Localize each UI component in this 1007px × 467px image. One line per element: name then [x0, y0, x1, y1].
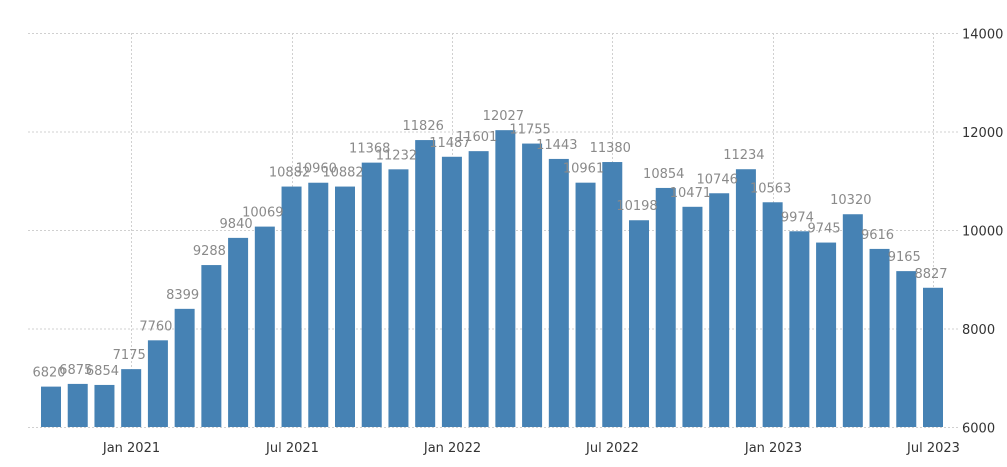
bar-jan-2021 [121, 369, 142, 427]
data-label: 10471 [670, 186, 711, 201]
data-label: 8827 [914, 267, 947, 282]
bar-oct-2020 [41, 386, 61, 427]
axes: 6000 8000 10000 12000 14000 Jan 2021 Jul 2021 J… [102, 28, 1003, 457]
data-label: 10960 [296, 162, 337, 177]
bar-mar-2023 [816, 242, 837, 427]
bar-dec-2021 [415, 140, 436, 427]
data-label: 10961 [563, 162, 604, 177]
data-label: 11487 [429, 136, 470, 151]
data-label: 10563 [750, 181, 791, 196]
bar-dec-2022 [735, 169, 756, 427]
data-label: 9974 [781, 210, 814, 225]
data-label: 10882 [269, 166, 310, 181]
bar-may-2022 [548, 158, 569, 427]
bar-sep-2021 [335, 186, 355, 427]
data-label: 9840 [220, 217, 253, 232]
data-label: 9616 [861, 228, 894, 243]
bars [41, 130, 943, 427]
bar-apr-2022 [522, 143, 543, 427]
bar-may-2021 [228, 237, 249, 427]
bar-jan-2023 [762, 202, 783, 427]
bar-mar-2021 [174, 308, 195, 427]
data-label: 9745 [808, 222, 841, 237]
bar-jan-2022 [441, 156, 462, 427]
x-tick-label: Jul 2022 [585, 441, 639, 456]
bar-mar-2022 [495, 130, 516, 427]
data-label: 11755 [509, 123, 550, 138]
data-label: 9288 [193, 244, 226, 259]
data-label: 9165 [888, 250, 921, 265]
bar-aug-2022 [629, 220, 649, 427]
data-label: 10320 [830, 193, 871, 208]
x-tick-label: Jul 2023 [906, 441, 960, 456]
bar-jun-2021 [254, 226, 275, 427]
bar-feb-2021 [147, 340, 168, 427]
data-label: 6854 [86, 364, 119, 379]
data-label: 11443 [536, 138, 577, 153]
bar-oct-2021 [361, 162, 382, 427]
data-label: 10198 [616, 199, 657, 214]
data-label: 6820 [32, 366, 65, 381]
data-label: 11234 [723, 148, 764, 163]
data-label: 10854 [643, 167, 684, 182]
x-tick-label: Jan 2023 [744, 441, 802, 456]
x-tick-label: Jan 2021 [102, 441, 160, 456]
data-label: 11232 [376, 148, 417, 163]
data-label: 7760 [139, 319, 172, 334]
bar-feb-2022 [468, 151, 489, 427]
bar-jul-2022 [602, 162, 623, 427]
data-label: 6875 [59, 363, 92, 378]
bar-sep-2022 [655, 187, 676, 427]
y-tick-label: 12000 [962, 126, 1003, 141]
data-label: 11380 [590, 141, 631, 156]
data-label: 8399 [166, 288, 199, 303]
bar-nov-2020 [67, 383, 88, 427]
bar-jul-2023 [923, 287, 943, 427]
bar-jun-2022 [575, 182, 596, 427]
bar-apr-2023 [842, 214, 863, 427]
data-label: 12027 [483, 109, 524, 124]
bar-oct-2022 [682, 206, 703, 427]
data-label: 7175 [113, 348, 146, 363]
y-tick-label: 10000 [962, 225, 1003, 240]
bar-nov-2022 [709, 193, 730, 427]
y-tick-label: 14000 [962, 28, 1003, 43]
x-tick-label: Jan 2022 [423, 441, 481, 456]
bar-jun-2023 [896, 271, 917, 427]
data-label: 10882 [322, 166, 363, 181]
data-label: 11368 [349, 142, 390, 157]
bar-may-2023 [869, 248, 890, 427]
bar-jul-2021 [281, 186, 302, 427]
data-label: 10746 [697, 172, 738, 187]
bar-apr-2021 [201, 265, 222, 427]
x-tick-label: Jul 2021 [265, 441, 319, 456]
data-label: 10069 [242, 206, 283, 221]
data-label: 11601 [456, 130, 497, 145]
bar-dec-2020 [94, 384, 115, 427]
bar-aug-2021 [308, 182, 329, 427]
y-tick-label: 8000 [962, 323, 995, 338]
data-label: 11826 [403, 119, 444, 134]
bar-feb-2023 [789, 231, 810, 427]
y-tick-label: 6000 [962, 422, 995, 437]
bar-nov-2021 [388, 169, 409, 427]
